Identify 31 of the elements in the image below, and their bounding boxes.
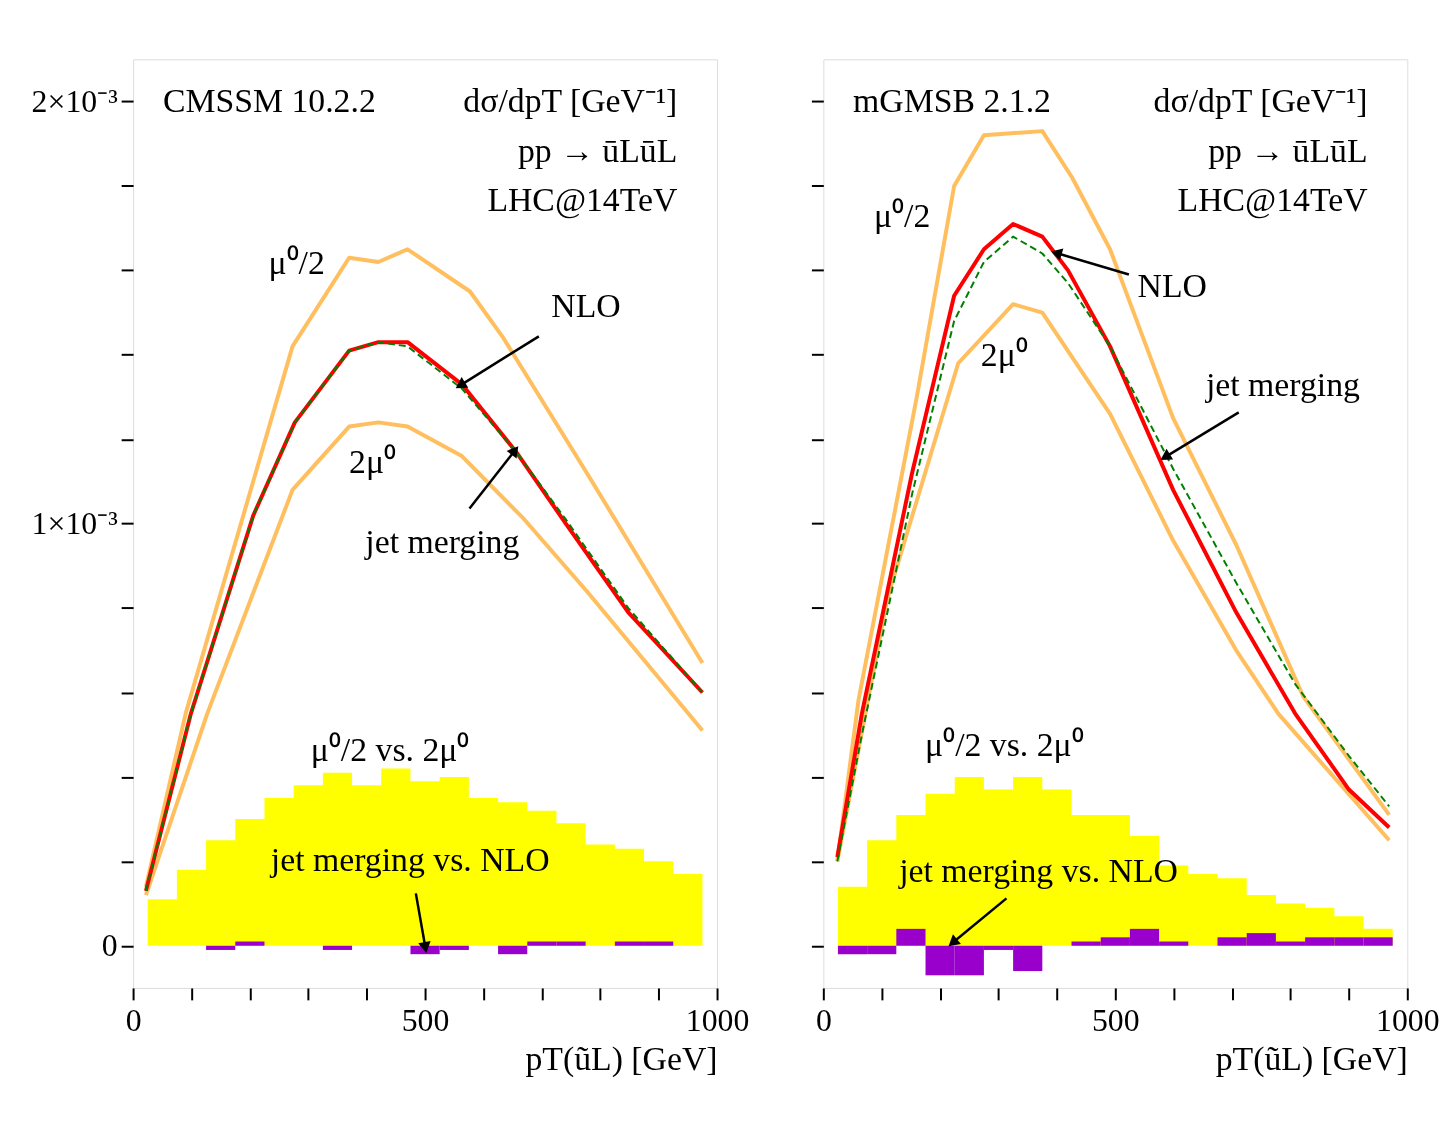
annotation: μ⁰/2 vs. 2μ⁰ — [310, 731, 470, 769]
x-axis-title: pT(ũL) [GeV] — [525, 1039, 718, 1078]
annotation: dσ/dpT [GeV⁻¹] — [463, 81, 678, 119]
y-tick-label: 2×10⁻³ — [31, 83, 118, 119]
x-tick-label: 0 — [125, 1003, 142, 1039]
annotation: 2μ⁰ — [349, 443, 396, 481]
annotation: μ⁰/2 vs. 2μ⁰ — [925, 726, 1084, 764]
y-tick-label: 1×10⁻³ — [31, 506, 118, 542]
annotation: LHC@14TeV — [1177, 181, 1368, 220]
x-tick-label: 1000 — [1376, 1003, 1440, 1039]
annotation: μ⁰/2 — [873, 197, 931, 235]
annotation: 2μ⁰ — [980, 336, 1028, 374]
annotation: NLO — [551, 286, 621, 324]
y-tick-label: 0 — [101, 928, 118, 964]
x-tick-label: 0 — [815, 1003, 832, 1039]
annotation: jet merging — [364, 523, 520, 561]
annotation: jet merging vs. NLO — [269, 841, 550, 879]
annotation: LHC@14TeV — [487, 181, 678, 220]
annotation: jet merging — [1204, 365, 1361, 403]
x-tick-label: 1000 — [685, 1003, 750, 1039]
annotation: NLO — [1137, 267, 1207, 305]
annotation: μ⁰/2 — [268, 243, 325, 281]
annotation: jet merging vs. NLO — [898, 851, 1178, 889]
text: mGMSB 2.1.2 — [853, 81, 1051, 119]
x-axis-title: pT(ũL) [GeV] — [1215, 1039, 1408, 1078]
annotation: pp → ūLūL — [1208, 131, 1368, 169]
x-tick-label: 500 — [1091, 1003, 1140, 1039]
x-tick-label: 500 — [401, 1003, 450, 1039]
annotation: dσ/dpT [GeV⁻¹] — [1153, 81, 1368, 119]
annotation: pp → ūLūL — [517, 131, 678, 169]
text: CMSSM 10.2.2 — [162, 81, 376, 119]
